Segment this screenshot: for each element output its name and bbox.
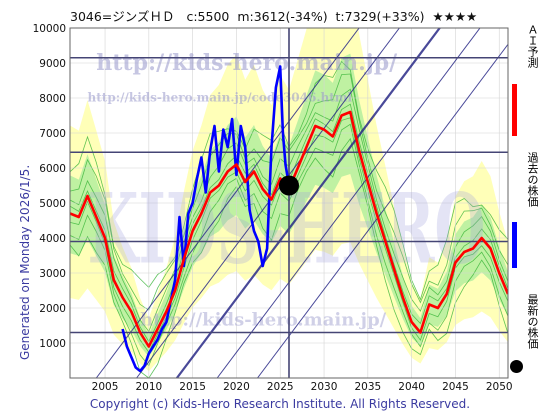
rating-stars: ★★★★ (432, 9, 478, 24)
copyright-text: Copyright (c) Kids-Hero Research Institu… (89, 397, 471, 411)
watermark-url-1: http://kids-hero.main.jp/ (96, 50, 398, 76)
y-tick-label-7: 8000 (39, 93, 66, 105)
legend-swatch-dot (510, 360, 523, 373)
legend-swatch-blue (512, 222, 517, 268)
watermark-url-3: http://kids-hero.main.jp/ (140, 310, 387, 331)
diagonal-line-2 (175, 28, 442, 378)
legend-label-latest-price: 最新の株価 (526, 294, 539, 349)
y-tick-label-2: 3000 (39, 268, 66, 280)
x-tick-label-6: 2035 (354, 381, 381, 393)
watermark-url-2: http://kids-hero.main.jp/code3046.html (88, 91, 353, 105)
x-tick-label-0: 2005 (92, 381, 119, 393)
legend-item-latest-price: 最新の株価 (510, 290, 554, 382)
x-tick-label-2: 2015 (179, 381, 206, 393)
y-tick-label-3: 4000 (39, 233, 66, 245)
plot-area: http://kids-hero.main.jp/http://kids-her… (70, 28, 508, 378)
diagonal-line-3 (216, 28, 481, 378)
diagonal-line-0 (95, 28, 360, 378)
legend-item-ai-forecast: ＡＩ予測 (510, 22, 554, 142)
y-tick-label-0: 1000 (39, 338, 66, 350)
legend: ＡＩ予測 過去の株価 最新の株価 (510, 22, 554, 382)
legend-swatch-red (512, 84, 517, 136)
legend-label-ai-forecast: ＡＩ予測 (526, 24, 539, 68)
min-price: m:3612(-34%) (237, 9, 328, 24)
x-tick-label-3: 2020 (223, 381, 250, 393)
diagonal-line-1 (136, 28, 401, 378)
x-tick-label-7: 2040 (398, 381, 425, 393)
stock-code-name: 3046=ジンズＨＤ (70, 9, 175, 24)
y-tick-label-9: 10000 (33, 23, 66, 35)
legend-label-past-price: 過去の株価 (526, 152, 539, 207)
chart-title: 3046=ジンズＨＤ c:5500 m:3612(-34%) t:7329(+3… (70, 6, 510, 25)
series-past-price-line (121, 65, 291, 373)
x-tick-label-4: 2025 (267, 381, 294, 393)
x-tick-label-1: 2010 (135, 381, 162, 393)
diagonal-line-4 (257, 43, 508, 378)
x-tick-label-5: 2030 (311, 381, 338, 393)
latest-price-marker (279, 175, 299, 196)
x-tick-label-8: 2045 (442, 381, 469, 393)
y-tick-label-1: 2000 (39, 303, 66, 315)
target-price: t:7329(+33%) (335, 9, 425, 24)
x-tick-label-9: 2050 (486, 381, 513, 393)
y-tick-label-8: 9000 (39, 58, 66, 70)
plot-frame (69, 27, 509, 379)
generated-date: Generated on Monday 2026/1/5. (18, 164, 32, 360)
legend-item-past-price: 過去の株価 (510, 142, 554, 272)
current-price: c:5500 (186, 9, 230, 24)
y-tick-label-5: 6000 (39, 163, 66, 175)
y-tick-label-4: 5000 (39, 198, 66, 210)
y-tick-label-6: 7000 (39, 128, 66, 140)
